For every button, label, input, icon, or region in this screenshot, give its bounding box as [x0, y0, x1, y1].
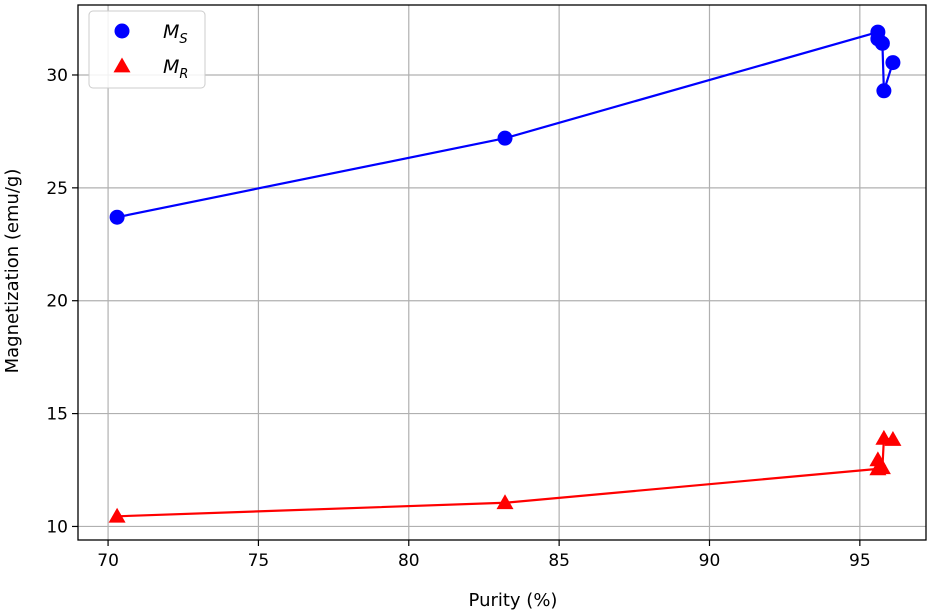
x-tick-label: 85: [548, 551, 570, 571]
legend: MS MR: [88, 10, 206, 89]
data-point-ms: [497, 130, 513, 146]
data-point-mr: [873, 459, 891, 475]
series-layer: [108, 24, 902, 523]
data-point-mr: [496, 494, 514, 510]
x-tick-label: 80: [398, 551, 420, 571]
legend-label-mr-main: M: [163, 56, 179, 78]
y-tick-label: 15: [46, 405, 68, 425]
data-point-ms: [876, 83, 892, 99]
series-ms: [109, 24, 901, 225]
ticks: 70 75 80 85 90 95 10 15 20 25 30: [46, 66, 870, 571]
legend-label-ms: MS: [163, 21, 188, 47]
y-tick-label: 30: [46, 66, 68, 86]
legend-label-mr: MR: [163, 56, 188, 82]
y-tick-label: 20: [46, 292, 68, 312]
y-tick-label: 25: [46, 179, 68, 199]
y-tick-label: 10: [46, 517, 68, 537]
legend-symbol-mr: [113, 57, 131, 73]
data-point-ms: [109, 209, 125, 225]
legend-marker-mr: [113, 57, 131, 73]
y-axis-label: Magnetization (emu/g): [2, 169, 23, 374]
legend-entry-ms: MS: [114, 21, 188, 47]
data-point-mr: [884, 431, 902, 446]
x-tick-label: 75: [248, 551, 270, 571]
x-tick-label: 70: [97, 551, 119, 571]
series-mr: [108, 429, 902, 523]
legend-entry-mr: MR: [113, 56, 188, 82]
legend-marker-ms: [114, 23, 130, 39]
data-point-ms: [874, 35, 890, 51]
data-point-mr: [108, 507, 126, 523]
legend-symbol-ms: [114, 23, 130, 39]
legend-label-ms-main: M: [163, 21, 179, 43]
series-line-ms: [116, 30, 894, 219]
legend-label-ms-sub: S: [179, 32, 187, 47]
grid: [78, 5, 926, 540]
x-axis-label: Purity (%): [469, 590, 558, 611]
legend-label-mr-sub: R: [179, 67, 188, 82]
plot-frame: [77, 4, 927, 541]
x-tick-label: 95: [849, 551, 871, 571]
data-point-ms: [885, 55, 901, 71]
x-tick-label: 90: [699, 551, 721, 571]
